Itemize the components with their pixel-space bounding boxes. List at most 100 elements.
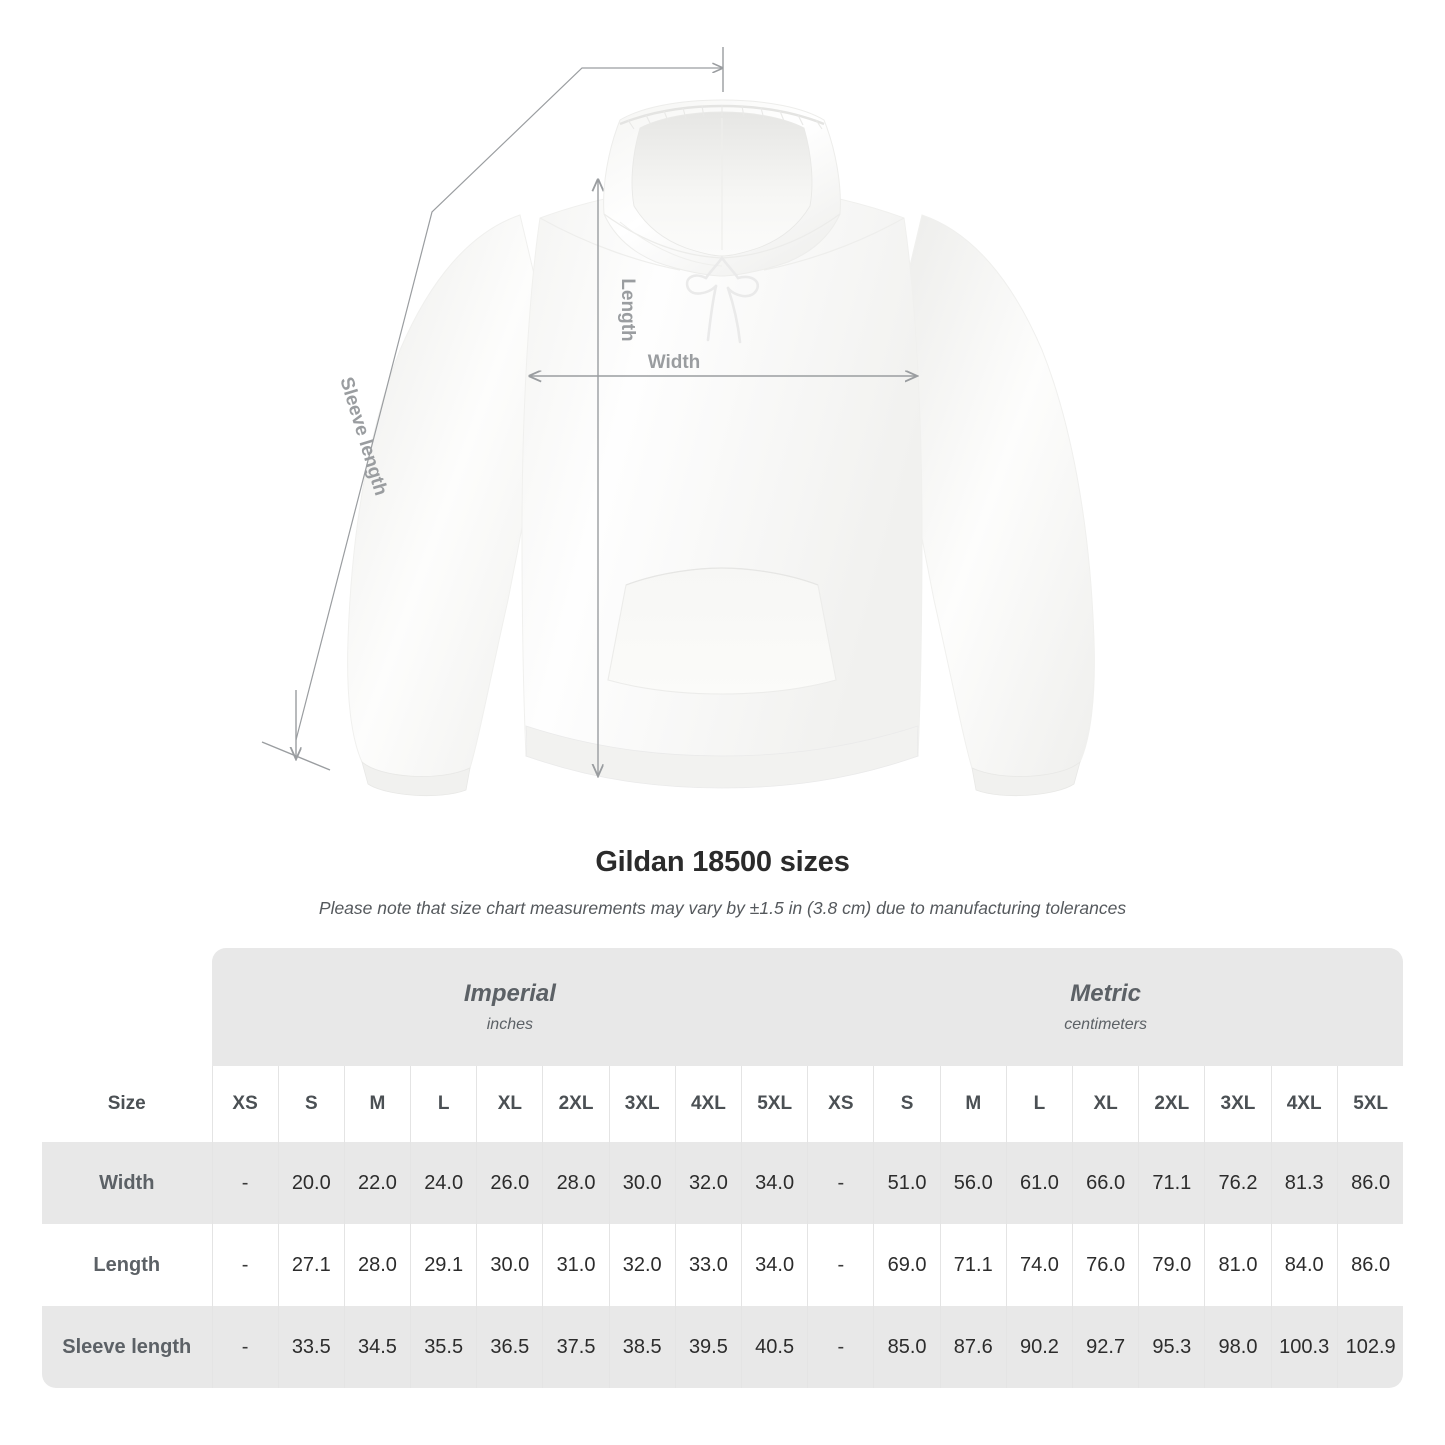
measurement-cell: 95.3 bbox=[1138, 1306, 1205, 1388]
measurement-cell: - bbox=[807, 1142, 874, 1224]
measurement-cell: 22.0 bbox=[343, 1142, 411, 1224]
measurement-cell: 31.0 bbox=[542, 1224, 610, 1306]
size-column-header: L bbox=[1005, 1066, 1073, 1142]
measurement-cell: 87.6 bbox=[939, 1306, 1007, 1388]
measurement-cell: 98.0 bbox=[1204, 1306, 1272, 1388]
measurement-cell: 76.2 bbox=[1204, 1142, 1272, 1224]
measurement-cell: 69.0 bbox=[873, 1224, 941, 1306]
unit-banner-row: Imperial inches Metric centimeters bbox=[42, 948, 1404, 1066]
size-chart-table-container: Imperial inches Metric centimeters Size XS S M L… bbox=[42, 948, 1404, 1388]
measurement-cell: 66.0 bbox=[1072, 1142, 1139, 1224]
measurement-cell: 34.0 bbox=[740, 1224, 808, 1306]
table-row: Length -27.1 28.0 29.1 30.0 31.0 32.0 33.0 34.0-… bbox=[42, 1224, 1404, 1306]
size-column-header: 5XL bbox=[740, 1066, 808, 1142]
measurement-cell: 38.5 bbox=[608, 1306, 676, 1388]
measurement-cell: 51.0 bbox=[873, 1142, 941, 1224]
measurement-cell: 90.2 bbox=[1005, 1306, 1073, 1388]
measurement-cell: 28.0 bbox=[542, 1142, 610, 1224]
size-column-header: 3XL bbox=[1204, 1066, 1272, 1142]
measurement-cell: 37.5 bbox=[542, 1306, 610, 1388]
heading-block: Gildan 18500 sizes Please note that size… bbox=[0, 845, 1445, 919]
unit-group-subtitle: inches bbox=[486, 1016, 533, 1034]
size-column-header: 4XL bbox=[674, 1066, 742, 1142]
measurement-cell: - bbox=[807, 1306, 874, 1388]
measurement-cell: 74.0 bbox=[1005, 1224, 1073, 1306]
measurement-row-label: Sleeve length bbox=[42, 1306, 212, 1388]
size-header-label: Size bbox=[42, 1066, 212, 1142]
measurement-cell: 76.0 bbox=[1072, 1224, 1139, 1306]
measurement-cell: 34.0 bbox=[740, 1142, 808, 1224]
measurement-cell: 35.5 bbox=[410, 1306, 477, 1388]
size-column-header: 2XL bbox=[542, 1066, 610, 1142]
hoodie-diagram-svg: Length Width Sleeve length bbox=[261, 47, 1095, 797]
sleeve-length-leader-line bbox=[295, 68, 722, 741]
unit-group-imperial: Imperial inches bbox=[212, 948, 808, 1066]
measurement-cell: 79.0 bbox=[1138, 1224, 1205, 1306]
measurement-cell: 32.0 bbox=[608, 1224, 676, 1306]
measurement-cell: 30.0 bbox=[476, 1224, 543, 1306]
measurement-cell: 102.9 bbox=[1336, 1306, 1404, 1388]
measurement-cell: 29.1 bbox=[410, 1224, 477, 1306]
size-column-header: 5XL bbox=[1336, 1066, 1404, 1142]
width-label: Width bbox=[648, 352, 701, 373]
measurement-guides bbox=[261, 47, 916, 775]
sleeve-length-bottom-tick bbox=[261, 741, 331, 771]
measurement-cell: 40.5 bbox=[740, 1306, 808, 1388]
measurement-cell: - bbox=[807, 1224, 874, 1306]
measurement-row-label: Width bbox=[42, 1142, 212, 1224]
measurement-row-label: Length bbox=[42, 1224, 212, 1306]
page-title: Gildan 18500 sizes bbox=[595, 846, 850, 878]
measurement-cell: 24.0 bbox=[410, 1142, 477, 1224]
tolerance-note: Please note that size chart measurements… bbox=[318, 897, 1127, 918]
measurement-cell: 92.7 bbox=[1072, 1306, 1139, 1388]
measurement-cell: - bbox=[211, 1224, 279, 1306]
length-label: Length bbox=[617, 278, 638, 341]
size-column-header: XS bbox=[211, 1066, 279, 1142]
size-column-header: XL bbox=[1072, 1066, 1139, 1142]
size-column-header: L bbox=[410, 1066, 477, 1142]
measurement-cell: 84.0 bbox=[1270, 1224, 1338, 1306]
unit-group-subtitle: centimeters bbox=[1064, 1016, 1147, 1034]
measurement-cell: 33.5 bbox=[277, 1306, 345, 1388]
hoodie-garment bbox=[347, 99, 1095, 797]
size-column-header: 4XL bbox=[1270, 1066, 1338, 1142]
measurement-cell: 81.3 bbox=[1270, 1142, 1338, 1224]
measurement-cell: 20.0 bbox=[277, 1142, 345, 1224]
size-column-header: S bbox=[873, 1066, 941, 1142]
measurement-cell: 71.1 bbox=[1138, 1142, 1205, 1224]
measurement-cell: - bbox=[211, 1306, 279, 1388]
measurement-cell: 32.0 bbox=[674, 1142, 742, 1224]
measurement-cell: 36.5 bbox=[476, 1306, 543, 1388]
measurement-cell: - bbox=[211, 1142, 279, 1224]
measurement-cell: 33.0 bbox=[674, 1224, 742, 1306]
size-chart-table: Imperial inches Metric centimeters Size XS S M L… bbox=[42, 948, 1404, 1388]
measurement-cell: 39.5 bbox=[674, 1306, 742, 1388]
measurement-cell: 61.0 bbox=[1005, 1142, 1073, 1224]
measurement-cell: 30.0 bbox=[608, 1142, 676, 1224]
measurement-cell: 86.0 bbox=[1336, 1224, 1404, 1306]
unit-group-name: Imperial bbox=[463, 980, 556, 1008]
table-row: Width -20.0 22.0 24.0 26.0 28.0 30.0 32.0 34.0-5… bbox=[42, 1142, 1404, 1224]
measurement-cell: 85.0 bbox=[873, 1306, 941, 1388]
measurement-cell: 56.0 bbox=[939, 1142, 1007, 1224]
unit-group-metric: Metric centimeters bbox=[807, 948, 1404, 1066]
size-column-header: 3XL bbox=[608, 1066, 676, 1142]
unit-banner-spacer bbox=[42, 948, 212, 1066]
size-header-row: Size XS S M L XL 2XL 3XL 4XL 5XL XS S M L XL 2XL 3XL 4XL 5… bbox=[42, 1066, 1404, 1142]
size-column-header: 2XL bbox=[1138, 1066, 1205, 1142]
size-column-header: M bbox=[939, 1066, 1007, 1142]
size-column-header: M bbox=[343, 1066, 411, 1142]
hoodie-measurement-illustration: Length Width Sleeve length bbox=[261, 47, 1095, 797]
size-column-header: S bbox=[277, 1066, 345, 1142]
measurement-cell: 28.0 bbox=[343, 1224, 411, 1306]
size-column-header: XS bbox=[807, 1066, 874, 1142]
measurement-cell: 26.0 bbox=[476, 1142, 543, 1224]
size-column-header: XL bbox=[476, 1066, 543, 1142]
table-row: Sleeve length -33.5 34.5 35.5 36.5 37.5 38.5 39… bbox=[42, 1306, 1404, 1388]
measurement-cell: 81.0 bbox=[1204, 1224, 1272, 1306]
unit-group-name: Metric bbox=[1070, 980, 1141, 1008]
measurement-cell: 71.1 bbox=[939, 1224, 1007, 1306]
measurement-cell: 100.3 bbox=[1270, 1306, 1338, 1388]
measurement-cell: 34.5 bbox=[343, 1306, 411, 1388]
measurement-cell: 27.1 bbox=[277, 1224, 345, 1306]
